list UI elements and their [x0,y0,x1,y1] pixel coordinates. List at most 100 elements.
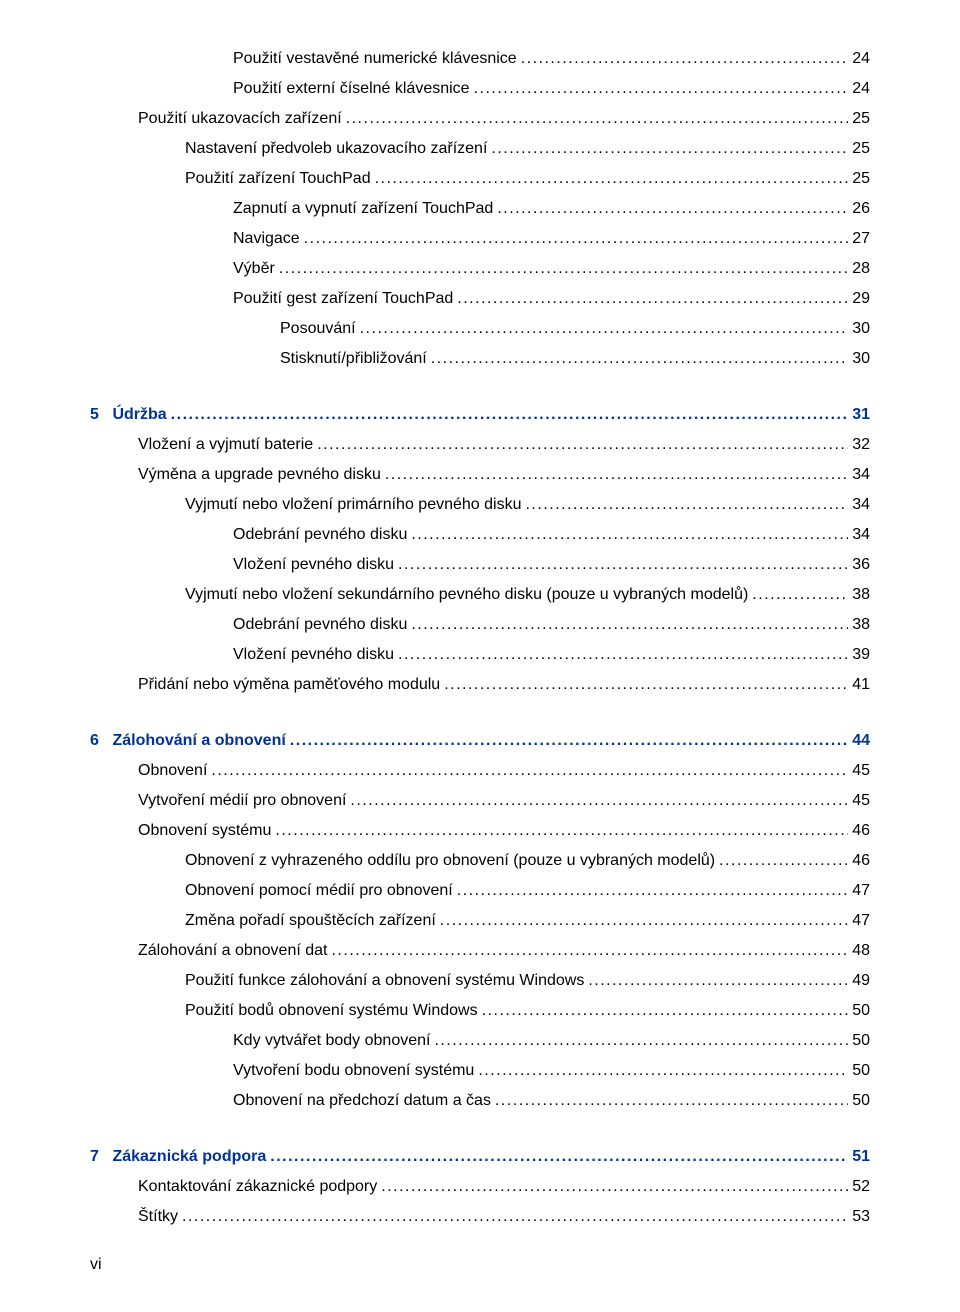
toc-page-number: 49 [852,972,870,990]
toc-label: Výběr [233,260,275,278]
toc-entry-row[interactable]: Změna pořadí spouštěcích zařízení 47 [90,912,870,930]
toc-entry-row[interactable]: Obnovení 45 [90,762,870,780]
toc-entry-row[interactable]: Přidání nebo výměna paměťového modulu 41 [90,676,870,694]
toc-entry-row[interactable]: Použití gest zařízení TouchPad 29 [90,290,870,308]
toc-page-number: 46 [852,852,870,870]
toc-entry-row[interactable]: Nastavení předvoleb ukazovacího zařízení… [90,140,870,158]
toc-label: Obnovení [138,762,207,780]
toc-entry-row[interactable]: Navigace 27 [90,230,870,248]
toc-entry-row[interactable]: Použití ukazovacích zařízení 25 [90,110,870,128]
toc-entry-row[interactable]: Obnovení systému 46 [90,822,870,840]
chapter-number: 5 [90,406,108,424]
toc-page-number: 48 [852,942,870,960]
toc-entry-row[interactable]: Kontaktování zákaznické podpory 52 [90,1178,870,1196]
toc-page-number: 36 [852,556,870,574]
toc-page-number: 46 [852,822,870,840]
toc-page-number: 25 [852,110,870,128]
table-of-contents: Použití vestavěné numerické klávesnice 2… [90,50,870,1226]
toc-label: Vytvoření médií pro obnovení [138,792,346,810]
dot-leader [525,496,848,514]
toc-page-number: 51 [852,1148,870,1166]
toc-entry-row[interactable]: Obnovení z vyhrazeného oddílu pro obnove… [90,852,870,870]
toc-entry-row[interactable]: Zapnutí a vypnutí zařízení TouchPad 26 [90,200,870,218]
toc-label: Odebrání pevného disku [233,616,407,634]
toc-entry-row[interactable]: Použití externí číselné klávesnice 24 [90,80,870,98]
toc-label: Použití externí číselné klávesnice [233,80,470,98]
chapter-title: Zákaznická podpora [108,1148,266,1165]
toc-entry-row[interactable]: Použití vestavěné numerické klávesnice 2… [90,50,870,68]
toc-label: Vytvoření bodu obnovení systému [233,1062,474,1080]
toc-label: Stisknutí/přibližování [280,350,427,368]
chapter-title: Zálohování a obnovení [108,732,286,749]
toc-chapter-row[interactable]: 6 Zálohování a obnovení 44 [90,732,870,750]
toc-label: Vložení pevného disku [233,646,394,664]
toc-page-number: 25 [852,170,870,188]
toc-entry-row[interactable]: Kdy vytvářet body obnovení 50 [90,1032,870,1050]
toc-entry-row[interactable]: Zálohování a obnovení dat 48 [90,942,870,960]
toc-label: Vložení a vyjmutí baterie [138,436,313,454]
toc-label: Kontaktování zákaznické podpory [138,1178,377,1196]
toc-entry-row[interactable]: Vyjmutí nebo vložení sekundárního pevnéh… [90,586,870,604]
toc-label: Přidání nebo výměna paměťového modulu [138,676,440,694]
toc-label: Zapnutí a vypnutí zařízení TouchPad [233,200,493,218]
toc-entry-row[interactable]: Výběr 28 [90,260,870,278]
toc-entry-row[interactable]: Použití bodů obnovení systému Windows 50 [90,1002,870,1020]
toc-entry-row[interactable]: Výměna a upgrade pevného disku 34 [90,466,870,484]
toc-entry-row[interactable]: Obnovení na předchozí datum a čas 50 [90,1092,870,1110]
toc-page-number: 52 [852,1178,870,1196]
dot-leader [381,1178,848,1196]
toc-label: 6 Zálohování a obnovení [90,732,286,750]
toc-chapter-row[interactable]: 5 Údržba 31 [90,406,870,424]
dot-leader [431,350,848,368]
toc-page-number: 30 [852,320,870,338]
toc-page-number: 38 [852,616,870,634]
toc-page-number: 47 [852,882,870,900]
dot-leader [375,170,849,188]
toc-entry-row[interactable]: Stisknutí/přibližování 30 [90,350,870,368]
toc-entry-row[interactable]: Odebrání pevného disku 34 [90,526,870,544]
toc-label: Obnovení z vyhrazeného oddílu pro obnove… [185,852,715,870]
dot-leader [457,882,848,900]
dot-leader [290,732,848,750]
toc-entry-row[interactable]: Vyjmutí nebo vložení primárního pevného … [90,496,870,514]
toc-entry-row[interactable]: Obnovení pomocí médií pro obnovení 47 [90,882,870,900]
toc-page-number: 45 [852,792,870,810]
toc-page-number: 30 [852,350,870,368]
toc-chapter-row[interactable]: 7 Zákaznická podpora 51 [90,1148,870,1166]
toc-label: Změna pořadí spouštěcích zařízení [185,912,436,930]
toc-entry-row[interactable]: Odebrání pevného disku 38 [90,616,870,634]
dot-leader [478,1062,848,1080]
dot-leader [474,80,849,98]
toc-page-number: 39 [852,646,870,664]
toc-label: Použití bodů obnovení systému Windows [185,1002,478,1020]
toc-label: 5 Údržba [90,406,167,424]
toc-entry-row[interactable]: Vložení a vyjmutí baterie 32 [90,436,870,454]
toc-entry-row[interactable]: Štítky 53 [90,1208,870,1226]
toc-entry-row[interactable]: Použití funkce zálohování a obnovení sys… [90,972,870,990]
dot-leader [495,1092,848,1110]
toc-page-number: 53 [852,1208,870,1226]
toc-entry-row[interactable]: Použití zařízení TouchPad 25 [90,170,870,188]
toc-label: Použití funkce zálohování a obnovení sys… [185,972,584,990]
toc-page-number: 34 [852,526,870,544]
toc-entry-row[interactable]: Vytvoření médií pro obnovení 45 [90,792,870,810]
dot-leader [275,822,848,840]
toc-entry-row[interactable]: Vložení pevného disku 39 [90,646,870,664]
toc-label: Použití zařízení TouchPad [185,170,371,188]
toc-page-number: 50 [852,1062,870,1080]
toc-entry-row[interactable]: Vytvoření bodu obnovení systému 50 [90,1062,870,1080]
toc-label: Výměna a upgrade pevného disku [138,466,381,484]
dot-leader [398,646,848,664]
toc-label: Obnovení pomocí médií pro obnovení [185,882,453,900]
toc-label: Použití ukazovacích zařízení [138,110,342,128]
toc-entry-row[interactable]: Posouvání 30 [90,320,870,338]
toc-page-number: 38 [852,586,870,604]
toc-page-number: 31 [852,406,870,424]
toc-label: 7 Zákaznická podpora [90,1148,266,1166]
toc-page-number: 50 [852,1002,870,1020]
dot-leader [719,852,848,870]
toc-page-number: 25 [852,140,870,158]
toc-label: Obnovení na předchozí datum a čas [233,1092,491,1110]
toc-entry-row[interactable]: Vložení pevného disku 36 [90,556,870,574]
dot-leader [270,1148,848,1166]
